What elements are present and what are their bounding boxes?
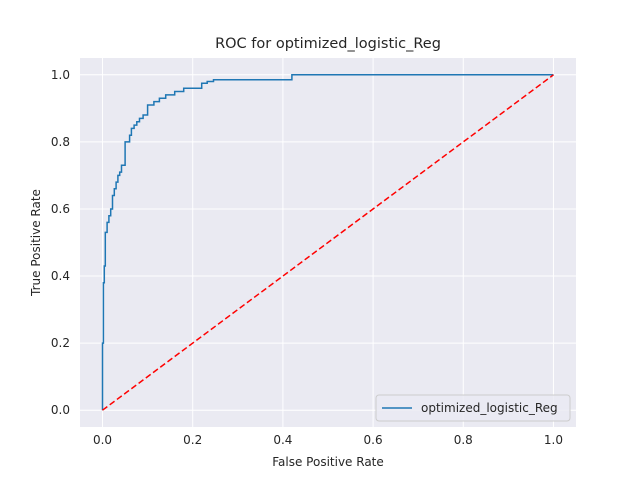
legend-label: optimized_logistic_Reg (421, 401, 558, 415)
roc-curve (101, 74, 554, 411)
chart-title: ROC for optimized_logistic_Reg (215, 36, 441, 52)
x-tick-label: 0.2 (183, 433, 202, 447)
x-tick-label: 0.4 (273, 433, 292, 447)
y-tick-label: 0.0 (51, 403, 70, 417)
y-axis-label: True Positive Rate (29, 189, 43, 297)
grid (80, 58, 576, 427)
x-tick-label: 1.0 (544, 433, 563, 447)
y-tick-label: 0.4 (51, 269, 70, 283)
x-tick-label: 0.6 (364, 433, 383, 447)
y-tick-label: 0.2 (51, 336, 70, 350)
series-layer (101, 74, 554, 411)
x-tick-label: 0.8 (454, 433, 473, 447)
legend-box (375, 394, 571, 422)
y-tick-label: 0.8 (51, 135, 70, 149)
x-tick-labels: 0.0 0.2 0.4 0.6 0.8 1.0 (93, 433, 563, 447)
y-tick-label: 0.6 (51, 202, 70, 216)
x-tick-label: 0.0 (93, 433, 112, 447)
y-tick-labels: 0.0 0.2 0.4 0.6 0.8 1.0 (51, 68, 70, 417)
x-axis-label: False Positive Rate (272, 455, 384, 469)
chance-line (102, 74, 554, 411)
legend: optimized_logistic_Reg (375, 394, 571, 422)
y-tick-label: 1.0 (51, 68, 70, 82)
